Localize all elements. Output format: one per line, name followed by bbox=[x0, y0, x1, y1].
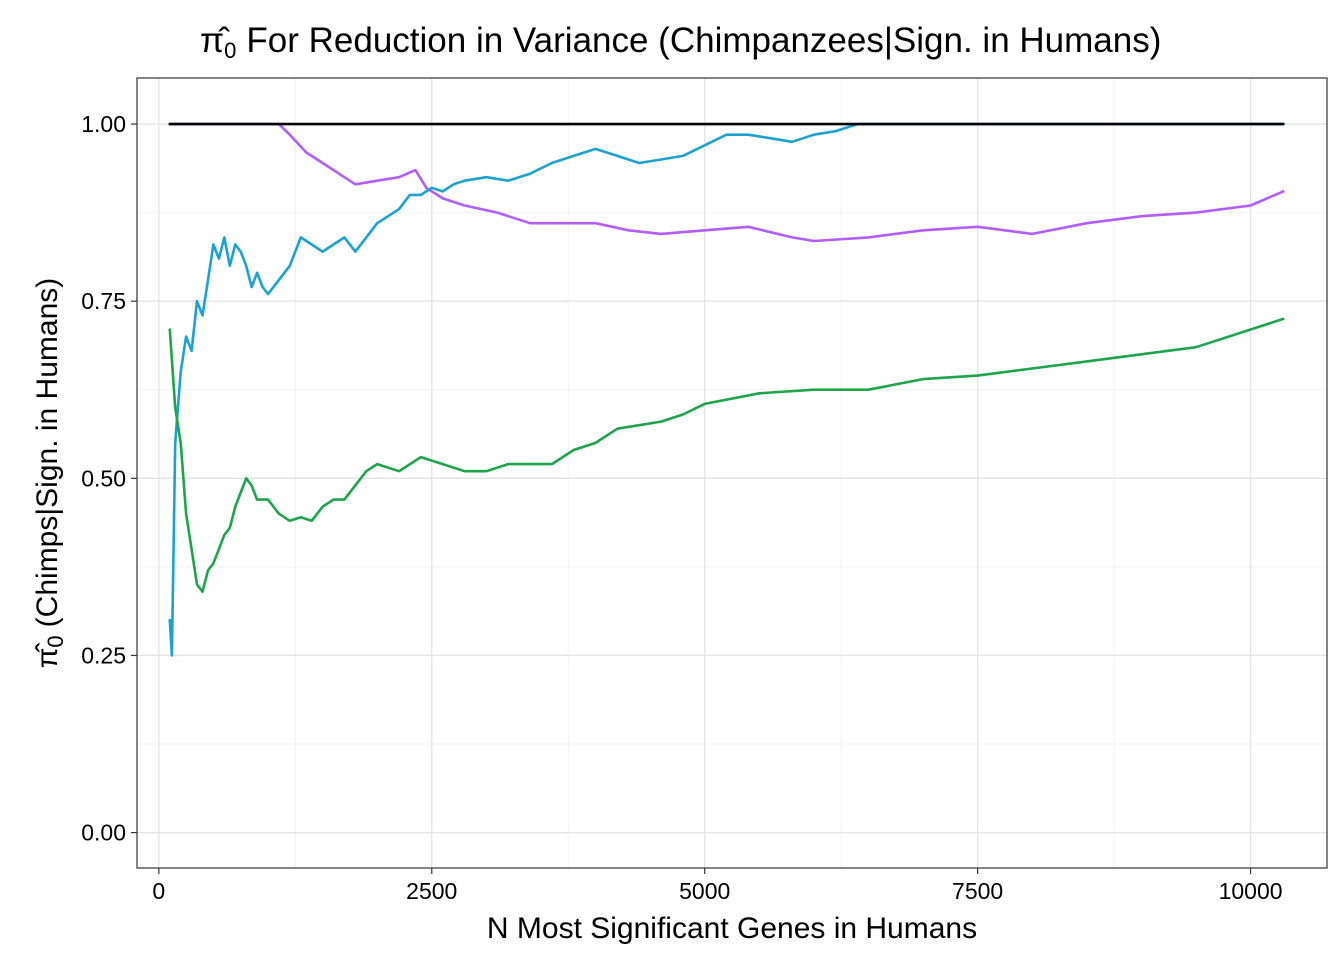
x-tick-label: 10000 bbox=[1219, 878, 1283, 904]
panel-border bbox=[136, 77, 1328, 869]
y-tick-label: 1.00 bbox=[81, 111, 126, 137]
chart-title-text: For Reduction in Variance (Chimpanzees|S… bbox=[246, 21, 1161, 60]
y-tick-label: 0.25 bbox=[81, 642, 126, 668]
x-axis-title: N Most Significant Genes in Humans bbox=[487, 912, 977, 945]
series-line-1 bbox=[168, 122, 1285, 243]
chart-title: π̂0 For Reduction in Variance (Chimpanzee… bbox=[200, 21, 1161, 63]
svg-text:π̂0(Chimps|Sign. in Humans): π̂0(Chimps|Sign. in Humans) bbox=[31, 278, 68, 669]
y-axis-title-subscript: 0 bbox=[43, 635, 68, 647]
plot-area bbox=[136, 77, 1328, 869]
series-line-2 bbox=[168, 122, 1285, 657]
y-tick-label: 0.00 bbox=[81, 820, 126, 846]
series-line-3 bbox=[168, 317, 1285, 594]
x-tick-label: 5000 bbox=[679, 878, 730, 904]
y-tick-label: 0.50 bbox=[81, 465, 126, 491]
panel-background bbox=[137, 78, 1327, 868]
x-tick-label: 2500 bbox=[406, 878, 457, 904]
x-tick-label: 7500 bbox=[952, 878, 1003, 904]
grid-minor bbox=[137, 78, 1327, 868]
y-axis-title-text: (Chimps|Sign. in Humans) bbox=[31, 278, 64, 628]
chart-title-subscript: 0 bbox=[224, 38, 236, 63]
x-axis: 0 2500 5000 7500 10000 bbox=[152, 868, 1283, 904]
y-axis: 0.00 0.25 0.50 0.75 1.00 bbox=[81, 111, 137, 846]
y-axis-title: π̂0(Chimps|Sign. in Humans) bbox=[31, 278, 68, 669]
y-tick-label: 0.75 bbox=[81, 288, 126, 314]
x-tick-label: 0 bbox=[152, 878, 165, 904]
series-layer bbox=[168, 122, 1285, 657]
